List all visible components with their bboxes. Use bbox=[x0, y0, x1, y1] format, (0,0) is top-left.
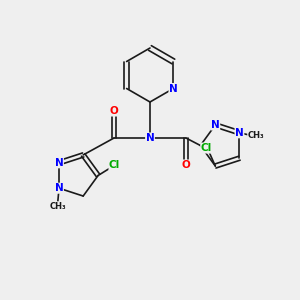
Text: N: N bbox=[55, 158, 63, 168]
Text: O: O bbox=[110, 106, 118, 116]
Text: Cl: Cl bbox=[201, 143, 212, 153]
Text: N: N bbox=[235, 128, 244, 138]
Text: N: N bbox=[211, 120, 220, 130]
Text: N: N bbox=[55, 183, 63, 193]
Text: O: O bbox=[182, 160, 190, 170]
Text: CH₃: CH₃ bbox=[49, 202, 66, 211]
Text: Cl: Cl bbox=[109, 160, 120, 170]
Text: CH₃: CH₃ bbox=[248, 131, 264, 140]
Text: N: N bbox=[146, 133, 154, 143]
Text: N: N bbox=[169, 83, 178, 94]
